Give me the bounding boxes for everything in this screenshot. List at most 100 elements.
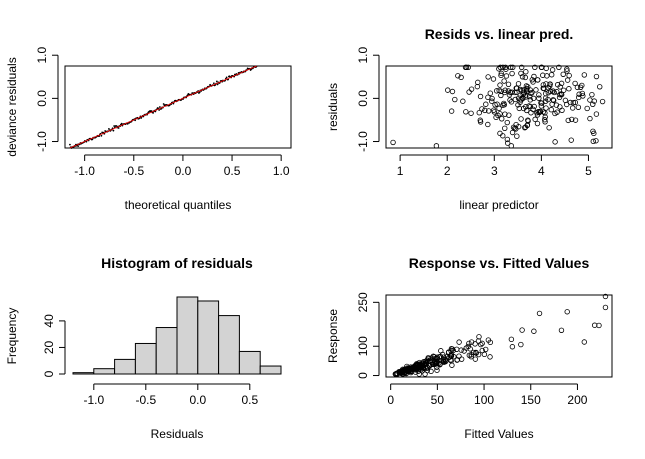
histogram-x-axis: -1.0 -0.5 0.0 0.5 — [83, 383, 258, 407]
x-tick-label: 0.0 — [175, 164, 192, 178]
data-point — [572, 99, 579, 106]
data-point — [593, 73, 600, 80]
data-point — [564, 309, 570, 315]
histogram-bar — [155, 327, 178, 375]
data-point — [454, 357, 460, 363]
data-point — [569, 116, 575, 123]
qq-plot-y-label: deviance residuals — [5, 57, 19, 156]
data-point — [531, 328, 537, 334]
resids-plot-x-label: linear predictor — [459, 198, 538, 212]
data-point — [496, 105, 502, 112]
data-point — [458, 74, 464, 81]
data-point — [535, 109, 541, 115]
data-point — [473, 350, 479, 356]
data-point — [466, 89, 472, 95]
data-point — [518, 116, 524, 122]
data-point — [458, 356, 465, 362]
data-point — [487, 339, 493, 346]
data-point — [591, 322, 598, 328]
data-point — [518, 341, 524, 348]
data-point — [525, 84, 531, 90]
data-point — [523, 83, 530, 89]
data-point — [418, 362, 425, 368]
data-point — [554, 89, 560, 95]
data-point — [476, 110, 482, 116]
data-point — [584, 105, 590, 112]
data-point — [542, 110, 548, 116]
data-point — [477, 93, 484, 100]
x-tick-label: 50 — [431, 393, 445, 407]
data-point — [458, 347, 464, 353]
data-point — [140, 117, 143, 119]
data-point — [559, 107, 565, 113]
histogram-bar — [72, 372, 95, 375]
data-point — [520, 105, 527, 112]
data-point — [479, 340, 485, 347]
data-point — [460, 98, 466, 104]
data-point — [456, 339, 462, 345]
data-point — [538, 64, 545, 70]
data-point — [440, 356, 446, 363]
data-point — [485, 108, 492, 114]
y-tick-label: 0.0 — [356, 90, 370, 107]
data-point — [513, 121, 519, 128]
y-tick-label: 1.0 — [356, 47, 370, 64]
data-point — [519, 74, 526, 80]
data-point — [468, 110, 474, 116]
data-point — [507, 89, 514, 96]
data-point — [489, 98, 495, 104]
data-point — [506, 112, 512, 118]
response-plot-y-axis: 0 100 250 — [356, 292, 380, 379]
data-point — [531, 73, 537, 80]
data-point — [497, 82, 503, 88]
data-point — [540, 82, 547, 88]
data-point — [537, 109, 543, 115]
data-point — [546, 125, 552, 131]
data-point — [455, 73, 461, 79]
data-point — [504, 136, 511, 143]
data-point — [498, 92, 504, 99]
data-point — [567, 99, 574, 106]
data-point — [433, 360, 440, 367]
data-point — [552, 110, 558, 117]
data-point — [576, 91, 582, 97]
data-point — [599, 98, 606, 105]
data-point — [558, 91, 564, 97]
data-point — [508, 336, 515, 343]
response-plot-title: Response vs. Fitted Values — [409, 255, 590, 271]
resids-plot-box — [385, 65, 613, 149]
data-point — [525, 117, 531, 123]
x-tick-label: 4 — [538, 164, 545, 178]
histogram-bar — [259, 365, 282, 375]
data-point — [574, 84, 581, 91]
data-point — [529, 77, 535, 83]
data-point — [558, 327, 565, 333]
data-point — [113, 125, 116, 127]
data-point — [487, 90, 493, 96]
histogram-bar — [93, 368, 116, 375]
data-point — [602, 304, 609, 311]
resids-plot-x-axis: 1 2 3 4 5 — [397, 154, 592, 178]
data-point — [589, 91, 595, 98]
data-point — [544, 73, 550, 79]
data-point — [490, 76, 497, 82]
data-point — [551, 89, 557, 96]
data-point — [570, 99, 577, 106]
resids-plot-points — [390, 64, 606, 149]
data-point — [468, 86, 475, 92]
data-point — [549, 67, 556, 73]
data-point — [534, 110, 540, 116]
data-point — [502, 125, 508, 132]
data-point — [581, 72, 588, 78]
data-point — [485, 74, 491, 80]
resids-plot-y-label: residuals — [326, 83, 340, 131]
data-point — [438, 348, 444, 354]
data-point — [508, 64, 514, 70]
x-tick-label: 0.5 — [241, 393, 258, 407]
data-point — [562, 97, 569, 104]
data-point — [534, 112, 541, 118]
data-point — [514, 133, 520, 139]
data-point — [553, 102, 560, 108]
data-point — [463, 109, 469, 115]
